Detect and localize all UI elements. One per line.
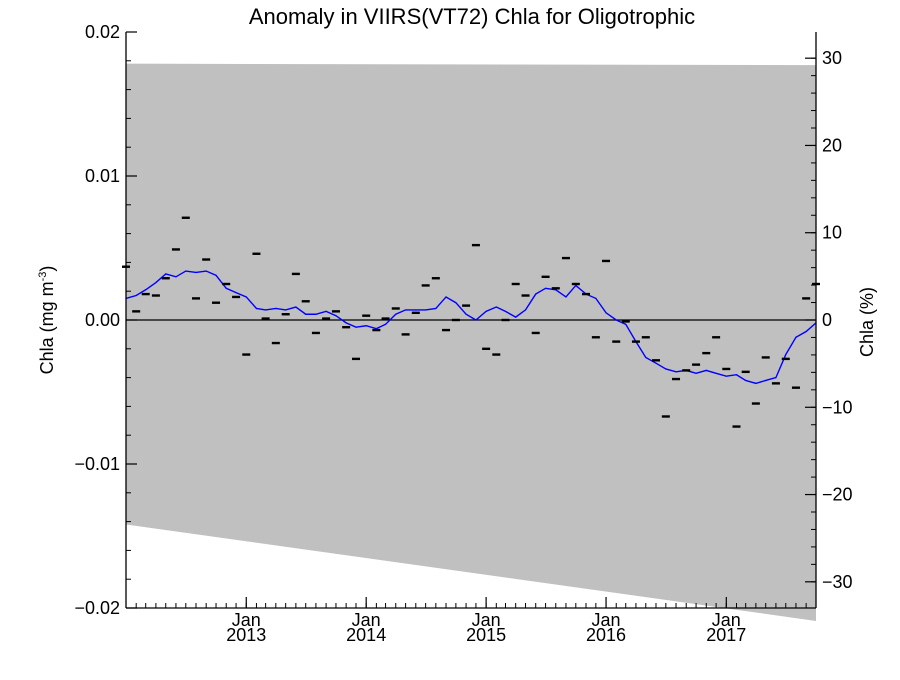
running-mean-point [595,297,597,299]
running-mean-point [295,306,297,308]
y-axis-label: Chla (mg m-3) [37,266,57,375]
running-mean-point [355,326,357,328]
running-mean-point [765,379,767,382]
running-mean-point [245,296,247,298]
running-mean-point [615,319,617,321]
running-mean-point [675,371,677,373]
running-mean-point [415,309,417,311]
x-tick-label-month: Jan [712,610,741,630]
running-mean-point [665,368,667,370]
running-mean-point [695,372,697,374]
running-mean-point [495,306,497,308]
y-tick-label: −0.02 [74,598,120,618]
x-tick-label-month: Jan [232,610,261,630]
y-right-tick-label: −20 [822,485,853,505]
running-mean-point [235,292,237,294]
running-mean-point [405,309,407,311]
x-tick-label-year: 2017 [706,625,746,645]
y-tick-label: 0.00 [85,310,120,330]
running-mean-point [135,294,137,297]
y-right-tick-label: 10 [822,223,842,243]
running-mean-point [155,281,157,284]
running-mean-point [705,369,707,371]
running-mean-point [195,271,197,274]
y-axis-label-close: ) [37,266,57,272]
running-mean-point [745,379,747,382]
running-mean-point [625,323,627,325]
running-mean-line [125,270,817,385]
running-mean-point [485,310,487,312]
running-mean-point [335,315,337,317]
running-mean-point [504,310,507,312]
running-mean-point [805,330,807,333]
running-mean-point [175,276,177,278]
running-mean-point [455,302,457,304]
running-mean-point [205,270,207,272]
running-mean-point [755,382,757,384]
y-tick-label: −0.01 [74,454,120,474]
chart-title: Anomaly in VIIRS(VT72) Chla for Oligotro… [249,4,695,29]
running-mean-point [775,377,777,379]
uncertainty-band [126,63,816,621]
x-tick-label-year: 2013 [226,625,266,645]
y-axis-label-superscript: -3 [37,272,49,282]
running-mean-point [395,313,397,315]
x-tick-label-year: 2014 [346,625,386,645]
running-mean-point [535,293,537,295]
running-mean-point [325,310,327,312]
y-right-tick-label: 20 [822,135,842,155]
y-axis-left: 0.02 0.01 0.00 −0.01 −0.02 [74,22,137,618]
running-mean-point [365,325,367,327]
running-mean-point [185,270,187,272]
running-mean-point [165,273,167,275]
running-mean-point [445,296,447,298]
x-tick-label-month: Jan [472,610,501,630]
running-mean-point [544,287,547,289]
running-mean-point [315,313,317,315]
running-mean-point [275,307,277,310]
running-mean-point [565,296,567,298]
running-mean-point [785,353,787,356]
x-tick-label-month: Jan [352,610,381,630]
running-mean-point [524,309,527,311]
y-right-tick-label: −30 [822,572,853,592]
y-axis-label-right: Chla (%) [857,287,877,357]
running-mean-point [384,323,387,325]
running-mean-point [215,274,217,276]
running-mean-point [305,313,307,315]
y-tick-label: 0.01 [85,166,120,186]
running-mean-point [515,316,517,318]
running-mean-point [655,362,657,364]
running-mean-point [425,309,427,311]
y-right-tick-label: 0 [822,310,832,330]
y-axis-right: 30 20 10 0 −10 −20 −30 [805,48,853,592]
x-tick-label-month: Jan [592,610,621,630]
y-right-tick-label: −10 [822,397,853,417]
running-mean-point [465,313,467,315]
running-mean-point [145,289,147,291]
y-right-tick-label: 30 [822,48,842,68]
running-mean-point [715,372,717,374]
running-mean-point [795,336,797,338]
uncertainty-band-layer [126,63,816,621]
running-mean-point [645,356,647,359]
x-tick-label-year: 2016 [586,625,626,645]
running-mean-point [435,307,437,310]
running-mean-point [255,307,258,310]
x-tick-label-year: 2015 [466,625,506,645]
running-mean-point [725,375,727,377]
running-mean-point [735,374,738,376]
running-mean-point [345,322,347,324]
y-axis-label-main: Chla (mg m [37,281,57,374]
running-mean-point [475,319,477,321]
running-mean-point [265,309,267,311]
running-mean-point [285,309,287,311]
y-tick-label: 0.02 [85,22,120,42]
running-mean-point [225,287,227,289]
running-mean-point [605,312,607,314]
